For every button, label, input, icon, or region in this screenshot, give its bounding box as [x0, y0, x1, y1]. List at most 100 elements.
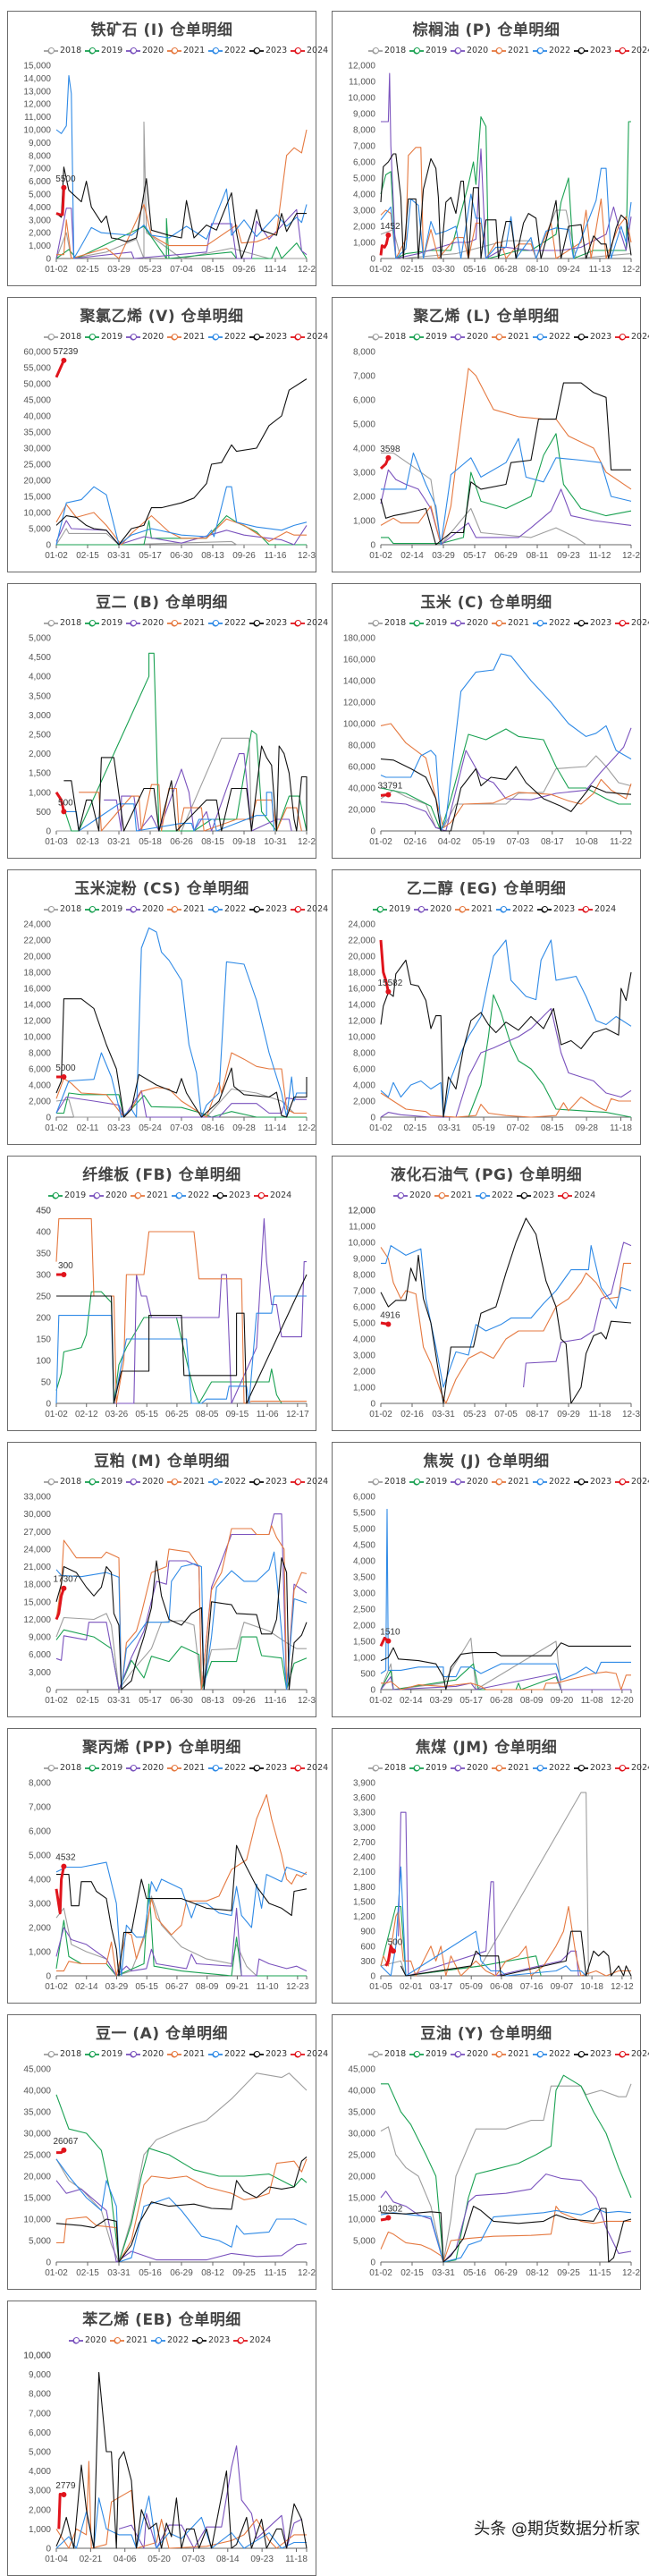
legend-item-2020[interactable]: 2020 [69, 2335, 106, 2345]
legend-item-2018[interactable]: 2018 [368, 1763, 406, 1773]
legend-item-2019[interactable]: 2019 [409, 1477, 447, 1487]
legend-item-2021[interactable]: 2021 [492, 46, 529, 55]
legend-item-2018[interactable]: 2018 [368, 332, 406, 342]
legend-item-2018[interactable]: 2018 [44, 46, 81, 55]
legend-item-2023[interactable]: 2023 [574, 618, 611, 628]
legend-item-2020[interactable]: 2020 [451, 1763, 488, 1773]
legend-item-2024[interactable]: 2024 [254, 1191, 291, 1200]
legend-item-2023[interactable]: 2023 [574, 1763, 611, 1773]
legend-item-2023[interactable]: 2023 [249, 1477, 287, 1487]
legend-item-2022[interactable]: 2022 [208, 1763, 246, 1773]
legend-item-2021[interactable]: 2021 [167, 2049, 205, 2059]
legend-item-2022[interactable]: 2022 [476, 1191, 513, 1200]
legend-item-2021[interactable]: 2021 [110, 2335, 148, 2345]
legend-item-2022[interactable]: 2022 [208, 618, 246, 628]
legend-item-2021[interactable]: 2021 [167, 46, 205, 55]
legend-item-2023[interactable]: 2023 [574, 1477, 611, 1487]
legend-item-2021[interactable]: 2021 [492, 618, 529, 628]
legend-item-2024[interactable]: 2024 [578, 904, 616, 914]
legend-item-2024[interactable]: 2024 [615, 2049, 649, 2059]
legend-item-2024[interactable]: 2024 [615, 1763, 649, 1773]
legend-item-2023[interactable]: 2023 [574, 332, 611, 342]
legend-item-2024[interactable]: 2024 [233, 2335, 271, 2345]
legend-item-2020[interactable]: 2020 [126, 332, 164, 342]
legend-item-2021[interactable]: 2021 [434, 1191, 472, 1200]
legend-item-2023[interactable]: 2023 [574, 2049, 611, 2059]
legend-item-2021[interactable]: 2021 [167, 618, 205, 628]
legend-item-2021[interactable]: 2021 [167, 904, 205, 914]
legend-item-2024[interactable]: 2024 [291, 1477, 328, 1487]
legend-item-2021[interactable]: 2021 [167, 1763, 205, 1773]
legend-item-2022[interactable]: 2022 [533, 1763, 570, 1773]
legend-item-2019[interactable]: 2019 [409, 618, 447, 628]
legend-item-2020[interactable]: 2020 [451, 46, 488, 55]
legend-item-2022[interactable]: 2022 [208, 1477, 246, 1487]
legend-item-2024[interactable]: 2024 [615, 618, 649, 628]
legend-item-2020[interactable]: 2020 [451, 332, 488, 342]
legend-item-2018[interactable]: 2018 [368, 618, 406, 628]
legend-item-2023[interactable]: 2023 [537, 904, 575, 914]
legend-item-2023[interactable]: 2023 [192, 2335, 230, 2345]
legend-item-2022[interactable]: 2022 [208, 332, 246, 342]
legend-item-2019[interactable]: 2019 [85, 618, 122, 628]
legend-item-2022[interactable]: 2022 [208, 46, 246, 55]
legend-item-2021[interactable]: 2021 [455, 904, 493, 914]
legend-item-2018[interactable]: 2018 [368, 2049, 406, 2059]
legend-item-2020[interactable]: 2020 [451, 2049, 488, 2059]
legend-item-2024[interactable]: 2024 [291, 46, 328, 55]
legend-item-2018[interactable]: 2018 [44, 1477, 81, 1487]
legend-item-2021[interactable]: 2021 [492, 2049, 529, 2059]
legend-item-2023[interactable]: 2023 [517, 1191, 554, 1200]
legend-item-2021[interactable]: 2021 [167, 332, 205, 342]
legend-item-2023[interactable]: 2023 [249, 332, 287, 342]
legend-item-2022[interactable]: 2022 [172, 1191, 209, 1200]
legend-item-2019[interactable]: 2019 [85, 2049, 122, 2059]
legend-item-2020[interactable]: 2020 [126, 1763, 164, 1773]
legend-item-2019[interactable]: 2019 [85, 46, 122, 55]
legend-item-2021[interactable]: 2021 [492, 1763, 529, 1773]
legend-item-2019[interactable]: 2019 [409, 2049, 447, 2059]
legend-item-2022[interactable]: 2022 [533, 46, 570, 55]
legend-item-2019[interactable]: 2019 [85, 904, 122, 914]
legend-item-2018[interactable]: 2018 [44, 904, 81, 914]
legend-item-2024[interactable]: 2024 [291, 618, 328, 628]
legend-item-2019[interactable]: 2019 [85, 1763, 122, 1773]
legend-item-2021[interactable]: 2021 [492, 332, 529, 342]
legend-item-2023[interactable]: 2023 [249, 904, 287, 914]
legend-item-2022[interactable]: 2022 [533, 2049, 570, 2059]
legend-item-2019[interactable]: 2019 [85, 332, 122, 342]
legend-item-2018[interactable]: 2018 [44, 332, 81, 342]
legend-item-2024[interactable]: 2024 [291, 332, 328, 342]
legend-item-2020[interactable]: 2020 [451, 1477, 488, 1487]
legend-item-2018[interactable]: 2018 [44, 618, 81, 628]
legend-item-2020[interactable]: 2020 [89, 1191, 127, 1200]
legend-item-2020[interactable]: 2020 [451, 618, 488, 628]
legend-item-2020[interactable]: 2020 [126, 2049, 164, 2059]
legend-item-2021[interactable]: 2021 [167, 1477, 205, 1487]
legend-item-2020[interactable]: 2020 [414, 904, 451, 914]
legend-item-2023[interactable]: 2023 [249, 618, 287, 628]
legend-item-2022[interactable]: 2022 [533, 332, 570, 342]
legend-item-2018[interactable]: 2018 [44, 2049, 81, 2059]
legend-item-2023[interactable]: 2023 [574, 46, 611, 55]
legend-item-2018[interactable]: 2018 [44, 1763, 81, 1773]
legend-item-2022[interactable]: 2022 [496, 904, 534, 914]
legend-item-2023[interactable]: 2023 [213, 1191, 250, 1200]
legend-item-2021[interactable]: 2021 [131, 1191, 168, 1200]
legend-item-2020[interactable]: 2020 [126, 904, 164, 914]
legend-item-2024[interactable]: 2024 [558, 1191, 595, 1200]
legend-item-2024[interactable]: 2024 [291, 904, 328, 914]
legend-item-2023[interactable]: 2023 [249, 1763, 287, 1773]
legend-item-2024[interactable]: 2024 [615, 332, 649, 342]
legend-item-2019[interactable]: 2019 [48, 1191, 86, 1200]
legend-item-2018[interactable]: 2018 [368, 46, 406, 55]
legend-item-2023[interactable]: 2023 [249, 46, 287, 55]
legend-item-2019[interactable]: 2019 [85, 1477, 122, 1487]
legend-item-2019[interactable]: 2019 [409, 332, 447, 342]
legend-item-2022[interactable]: 2022 [208, 2049, 246, 2059]
legend-item-2020[interactable]: 2020 [126, 46, 164, 55]
legend-item-2024[interactable]: 2024 [615, 46, 649, 55]
legend-item-2024[interactable]: 2024 [291, 1763, 328, 1773]
legend-item-2022[interactable]: 2022 [208, 904, 246, 914]
legend-item-2019[interactable]: 2019 [409, 1763, 447, 1773]
